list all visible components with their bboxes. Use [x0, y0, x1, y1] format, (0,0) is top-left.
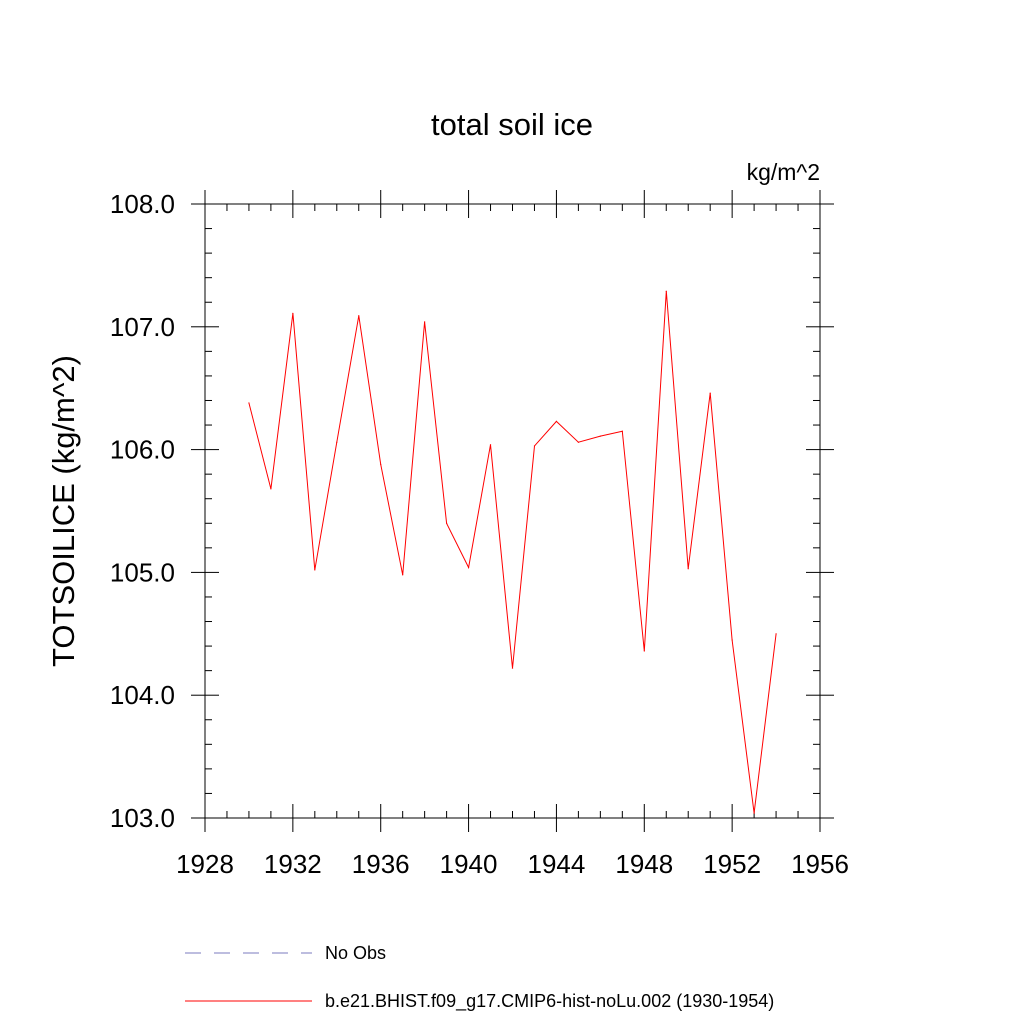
x-tick-label: 1956 [791, 849, 849, 879]
series-point [599, 435, 601, 437]
x-tick-label: 1940 [440, 849, 498, 879]
series-group [248, 290, 777, 814]
series-point [248, 402, 250, 404]
series-point [424, 321, 426, 323]
series-point [621, 430, 623, 432]
legend: No Obs b.e21.BHIST.f09_g17.CMIP6-hist-no… [185, 943, 774, 1012]
y-tick-label: 107.0 [110, 312, 175, 342]
series-point [665, 290, 667, 292]
series-point [511, 667, 514, 669]
y-axis-tick-labels: 103.0 104.0 105.0 106.0 107.0 108.0 [110, 189, 175, 833]
x-axis-ticks [204, 190, 821, 832]
series-point [709, 392, 711, 394]
series-point [467, 566, 470, 569]
series-point [687, 568, 689, 570]
series-point [336, 441, 338, 443]
legend-label-model: b.e21.BHIST.f09_g17.CMIP6-hist-noLu.002 … [325, 991, 774, 1012]
y-tick-label: 108.0 [110, 189, 175, 219]
x-tick-label: 1936 [352, 849, 410, 879]
series-point [555, 420, 558, 422]
series-point [292, 312, 294, 314]
legend-label-no-obs: No Obs [325, 943, 386, 963]
series-point [446, 522, 448, 524]
series-point [270, 488, 272, 490]
y-axis-ticks [191, 203, 834, 819]
series-point [489, 444, 492, 446]
x-tick-label: 1952 [703, 849, 761, 879]
y-tick-label: 103.0 [110, 803, 175, 833]
plot-frame [204, 203, 821, 819]
series-point [577, 441, 579, 443]
series-point [643, 650, 645, 652]
x-tick-label: 1928 [176, 849, 234, 879]
series-point [380, 463, 382, 465]
series-line [248, 291, 777, 814]
x-axis-tick-labels: 1928 1932 1936 1940 1944 1948 1952 1956 [176, 849, 849, 879]
y-tick-label: 104.0 [110, 680, 175, 710]
y-tick-label: 106.0 [110, 435, 175, 465]
series-point [533, 445, 536, 447]
series-point [358, 315, 360, 317]
units-label: kg/m^2 [747, 159, 820, 185]
series-point [775, 633, 777, 635]
x-tick-label: 1948 [615, 849, 673, 879]
y-axis-label: TOTSOILICE (kg/m^2) [46, 355, 81, 667]
series-point [402, 574, 404, 576]
x-tick-label: 1944 [528, 849, 586, 879]
series-point [731, 639, 733, 641]
chart-title: total soil ice [431, 107, 593, 142]
series-point [753, 812, 755, 814]
y-tick-label: 105.0 [110, 557, 175, 587]
series-point [314, 569, 316, 571]
x-tick-label: 1932 [264, 849, 322, 879]
